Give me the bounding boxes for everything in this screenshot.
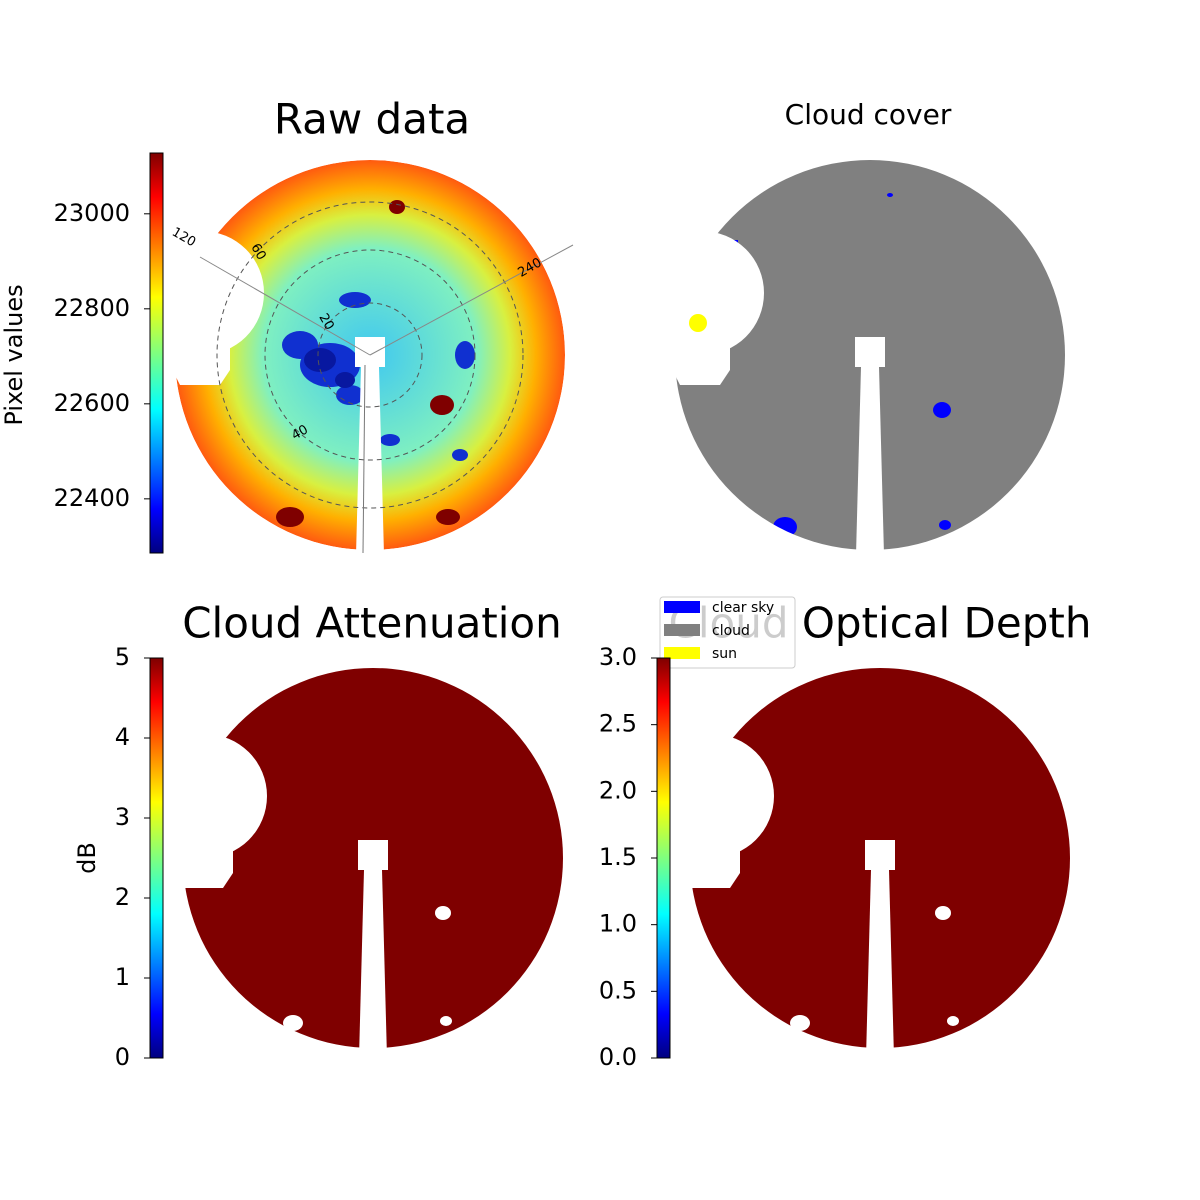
colorbar-tick-label: 4 — [115, 723, 130, 751]
legend-label: cloud — [712, 623, 750, 639]
legend-swatch — [664, 624, 700, 636]
colorbar — [656, 657, 671, 1059]
colorbar-tick-label: 0.5 — [599, 976, 637, 1004]
panel-title: Cloud cover — [785, 98, 952, 131]
polar-label: 20 — [315, 311, 336, 333]
colorbar-tick-label: 22400 — [54, 484, 130, 512]
colorbar-tick-label: 0.0 — [599, 1043, 637, 1071]
legend-swatch — [664, 601, 700, 613]
colorbar-tick-label: 3.0 — [599, 643, 637, 671]
raw-image — [175, 160, 574, 554]
legend: clear sky cloud sun — [659, 596, 796, 669]
colorbar-tick-label: 2 — [115, 883, 130, 911]
colorbar-tick-label: 23000 — [54, 199, 130, 227]
colorbar-tick-label: 22800 — [54, 294, 130, 322]
colorbar — [149, 152, 164, 554]
polar-label: 40 — [289, 422, 311, 443]
attenuation-image — [183, 668, 563, 1048]
colorbar-tick-label: 0 — [115, 1043, 130, 1071]
colorbar-tick-label: 22600 — [54, 389, 130, 417]
legend-swatch — [664, 647, 700, 659]
polar-label: 120 — [169, 225, 198, 250]
colorbar-tick-label: 3 — [115, 803, 130, 831]
colorbar-tick-label: 2.5 — [599, 710, 637, 738]
panel-title: Raw data — [274, 95, 470, 144]
polar-label: 60 — [247, 241, 268, 263]
optical-depth-image — [690, 668, 1070, 1048]
colorbar-label: Pixel values — [0, 284, 28, 425]
colorbar-tick-label: 1 — [115, 963, 130, 991]
colorbar — [149, 657, 164, 1059]
legend-label: clear sky — [712, 600, 774, 616]
colorbar-label: dB — [73, 842, 101, 874]
colorbar-tick-label: 2.0 — [599, 776, 637, 804]
colorbar-tick-label: 5 — [115, 643, 130, 671]
colorbar-tick-label: 1.5 — [599, 843, 637, 871]
colorbar-tick-label: 1.0 — [599, 910, 637, 938]
panel-title: Cloud Attenuation — [182, 599, 562, 648]
legend-label: sun — [712, 646, 737, 662]
cloud-cover-image — [672, 157, 1068, 553]
